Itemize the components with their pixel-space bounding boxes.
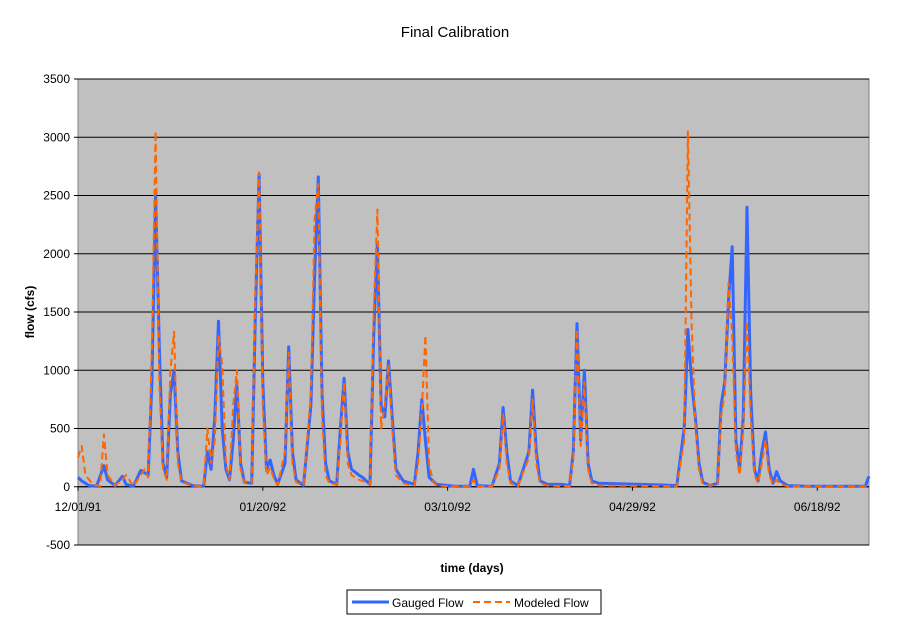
- x-tick-label: 04/29/92: [609, 500, 656, 514]
- y-tick-label: 3000: [43, 130, 70, 144]
- x-axis-title: time (days): [440, 561, 503, 575]
- y-tick-label: 3500: [43, 72, 70, 86]
- legend: Gauged Flow Modeled Flow: [346, 589, 602, 615]
- y-tick-label: 1000: [43, 363, 70, 377]
- y-tick-label: 1500: [43, 305, 70, 319]
- legend-label-gauged: Gauged Flow: [392, 596, 464, 610]
- series-line-modeled-flow: [77, 130, 869, 488]
- y-tick-label: 500: [50, 422, 70, 436]
- legend-label-modeled: Modeled Flow: [514, 596, 589, 610]
- series-lines: [76, 130, 871, 488]
- y-tick-label: 0: [63, 480, 70, 494]
- y-axis-tick-labels: -500 0 500 1000 1500 2000 2500 3000 3500: [43, 72, 78, 552]
- y-tick-label: -500: [46, 538, 70, 552]
- y-axis-title: flow (cfs): [23, 286, 37, 339]
- x-tick-label: 03/10/92: [424, 500, 471, 514]
- x-tick-label: 12/01/91: [55, 500, 102, 514]
- chart-title: Final Calibration: [401, 24, 509, 41]
- x-axis-tick-labels: 12/01/91 01/20/92 03/10/92 04/29/92 06/18/92: [55, 486, 869, 514]
- y-tick-label: 2000: [43, 247, 70, 261]
- x-tick-label: 01/20/92: [239, 500, 286, 514]
- x-tick-label: 06/18/92: [794, 500, 841, 514]
- y-tick-label: 2500: [43, 189, 70, 203]
